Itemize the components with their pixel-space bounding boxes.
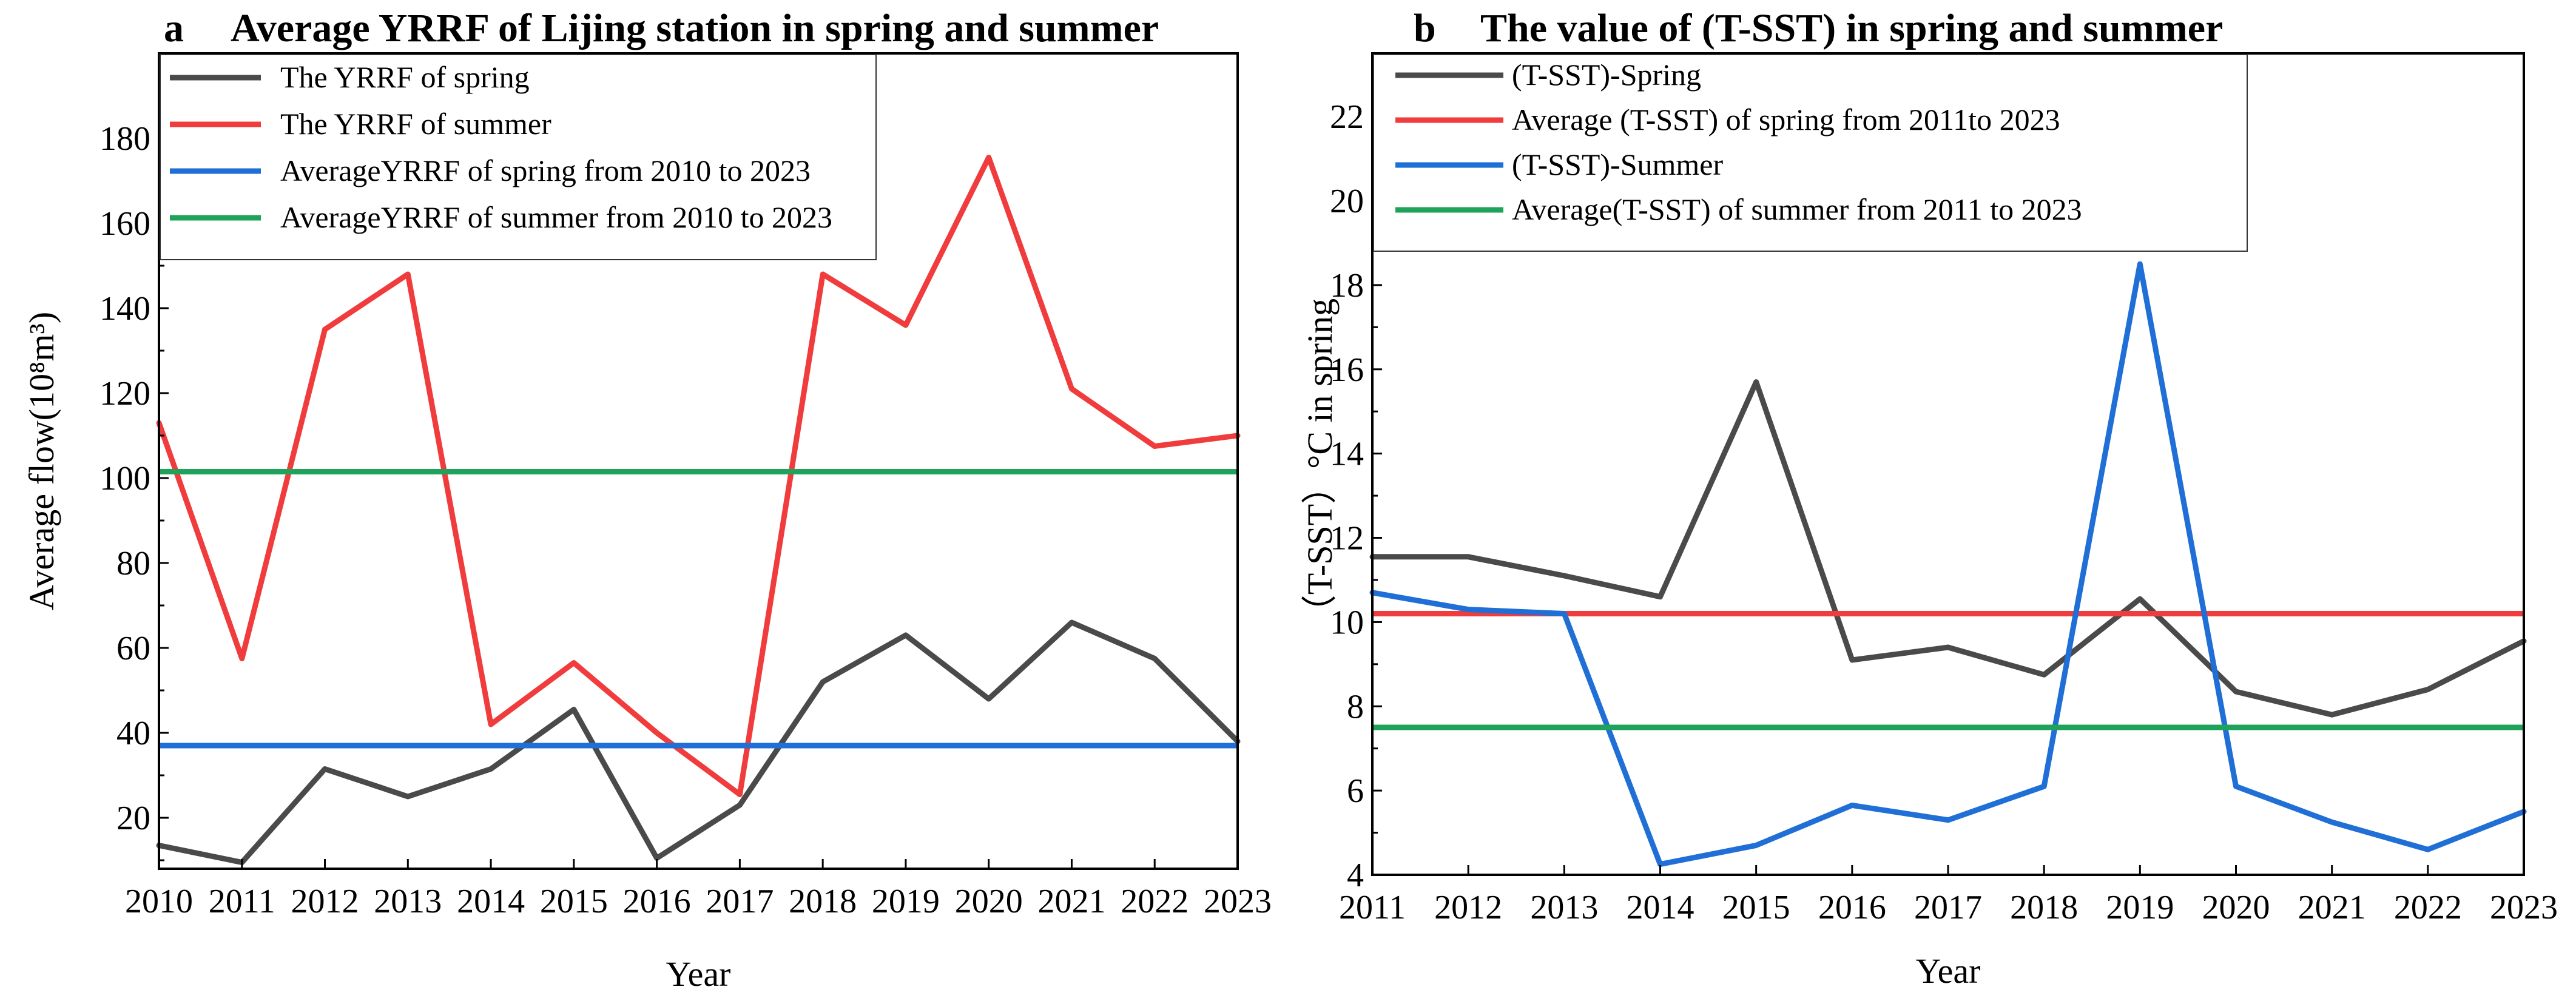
panel-a: Average YRRF of Lijing station in spring…	[22, 6, 1272, 994]
panel-b-x-tick-label: 2023	[2490, 889, 2558, 926]
panel-b-x-axis-label: Year	[1916, 951, 1981, 991]
panel-b-legend-box	[1373, 54, 2248, 252]
panel-a-x-tick-label: 2015	[540, 883, 608, 920]
panel-a-y-tick-label: 120	[99, 375, 150, 413]
panel-a-series-1-line	[156, 155, 1241, 797]
panel-a-y-tick-label: 20	[116, 800, 150, 837]
panel-b-x-tick-label: 2018	[2010, 889, 2078, 926]
panel-a-legend: The YRRF of spring The YRRF of summer Aver…	[160, 54, 877, 260]
panel-b-y-axis: 4 6 8 10 12 14 16 18 20 22	[1330, 73, 1382, 894]
panel-b-legend-label-0: (T-SST)-Spring	[1512, 58, 1701, 92]
panel-b-x-tick-label: 2011	[1339, 889, 1406, 926]
panel-b-y-axis-label: （T-SST）°C in spring	[1300, 298, 1340, 630]
panel-b-x-tick-label: 2012	[1434, 889, 1502, 926]
panel-a-title: Average YRRF of Lijing station in spring…	[231, 6, 1159, 50]
panel-a-y-tick-label: 160	[99, 205, 150, 243]
panel-a-letter: a	[164, 6, 184, 50]
panel-b-legend-label-3: Average(T-SST) of summer from 2011 to 20…	[1512, 192, 2082, 226]
panel-a-y-tick-label: 140	[99, 290, 150, 328]
panel-b-y-tick-label: 8	[1347, 688, 1364, 726]
panel-b-y-tick-label: 14	[1330, 436, 1364, 473]
panel-b-x-tick-label: 2013	[1530, 889, 1598, 926]
panel-b-y-tick-label: 12	[1330, 520, 1364, 558]
panel-b-legend-label-1: Average (T-SST) of spring from 2011to 20…	[1512, 103, 2060, 136]
panel-a-series-layer	[156, 155, 1241, 865]
panel-a-x-tick-label: 2020	[955, 883, 1023, 920]
panel-a-x-tick-label: 2013	[374, 883, 442, 920]
panel-b-legend: (T-SST)-Spring Average (T-SST) of spring …	[1373, 54, 2248, 252]
panel-b-x-tick-label: 2021	[2298, 889, 2366, 926]
panel-b-y-tick-label: 22	[1330, 98, 1364, 136]
panel-b-x-tick-label: 2022	[2394, 889, 2462, 926]
panel-b-x-tick-label: 2016	[1818, 889, 1886, 926]
panel-b-y-tick-label: 16	[1330, 351, 1364, 389]
panel-a-x-tick-label: 2010	[125, 883, 193, 920]
panel-a-y-tick-label: 60	[116, 630, 150, 667]
panel-b-x-tick-label: 2014	[1627, 889, 1694, 926]
panel-b-x-tick-label: 2019	[2106, 889, 2174, 926]
panel-a-x-tick-label: 2022	[1121, 883, 1189, 920]
panel-b-x-tick-label: 2017	[1914, 889, 1982, 926]
panel-a-legend-label-0: The YRRF of spring	[280, 60, 530, 94]
panel-a-x-tick-label: 2018	[789, 883, 857, 920]
panel-a-y-tick-label: 180	[99, 120, 150, 158]
panel-b-letter: b	[1414, 6, 1436, 50]
panel-a-x-tick-label: 2017	[706, 883, 774, 920]
panel-a-y-tick-label: 80	[116, 545, 150, 582]
panel-a-x-tick-label: 2021	[1037, 883, 1105, 920]
panel-a-x-tick-label: 2011	[209, 883, 275, 920]
panel-a-y-tick-label: 100	[99, 460, 150, 497]
panel-a-legend-box	[160, 54, 877, 260]
panel-a-x-tick-label: 2012	[291, 883, 359, 920]
panel-a-x-tick-label: 2019	[872, 883, 940, 920]
panel-b-series-0-line	[1369, 379, 2527, 718]
panel-a-x-axis-label: Year	[666, 954, 731, 994]
panel-b-series-layer	[1369, 261, 2527, 868]
panel-b-legend-label-2: (T-SST)-Summer	[1512, 147, 1723, 181]
panel-a-x-tick-label: 2016	[623, 883, 691, 920]
panel-a-series-0-line	[156, 619, 1241, 865]
panel-a-y-axis: 20 40 60 80 100 120 140 160 180	[99, 95, 169, 861]
panel-a-legend-label-1: The YRRF of summer	[280, 107, 551, 141]
panel-b-y-tick-label: 6	[1347, 772, 1364, 810]
panel-b-y-tick-label: 18	[1330, 267, 1364, 305]
panel-b-x-axis: 2011 2012 2013 2014 2015 2016 2017 2018 2019 2020…	[1339, 865, 2558, 926]
panel-b-x-tick-label: 2015	[1722, 889, 1790, 926]
panel-b: The value of (T-SST) in spring and summe…	[1300, 6, 2558, 991]
panel-b-y-tick-label: 10	[1330, 604, 1364, 641]
panel-b-y-tick-label: 20	[1330, 183, 1364, 220]
panel-a-plot-frame	[158, 52, 1239, 870]
panel-b-series-2-line	[1369, 261, 2527, 868]
panel-b-x-tick-label: 2020	[2202, 889, 2270, 926]
panel-a-x-axis: 2010 2011 2012 2013 2014 2015 2016 2017 2018 2019…	[125, 859, 1272, 920]
panel-a-legend-label-3: AverageYRRF of summer from 2010 to 2023	[280, 200, 832, 234]
panel-a-x-tick-label: 2023	[1204, 883, 1272, 920]
panel-a-x-tick-label: 2014	[457, 883, 525, 920]
panel-b-y-tick-label: 4	[1347, 857, 1364, 894]
panel-b-title: The value of (T-SST) in spring and summe…	[1480, 6, 2223, 50]
panel-a-legend-label-2: AverageYRRF of spring from 2010 to 2023	[280, 153, 811, 187]
panel-a-y-tick-label: 40	[116, 715, 150, 752]
panel-a-y-axis-label: Average flow(10⁸m³)	[22, 312, 61, 610]
